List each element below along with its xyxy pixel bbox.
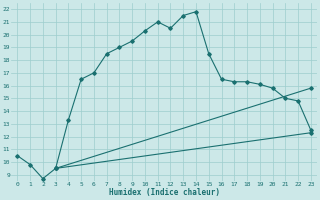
X-axis label: Humidex (Indice chaleur): Humidex (Indice chaleur) — [108, 188, 220, 197]
